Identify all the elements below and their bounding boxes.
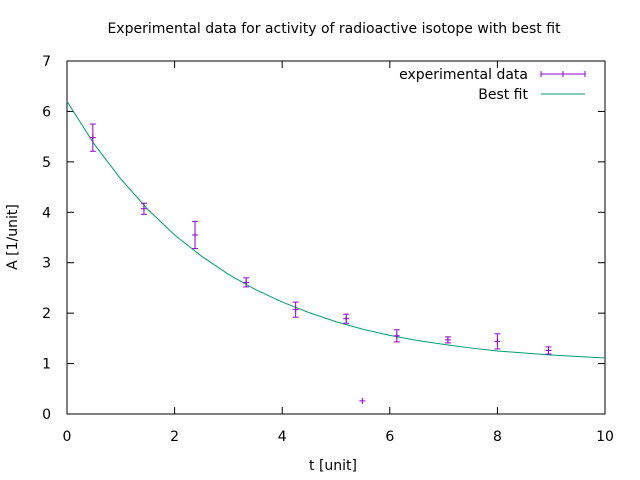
data-point [393, 329, 400, 343]
y-tick-label: 4 [42, 205, 51, 221]
data-point [494, 333, 501, 350]
y-tick-label: 2 [42, 306, 51, 322]
x-tick-label: 4 [278, 429, 287, 445]
data-point [89, 123, 96, 152]
points-layer [89, 123, 552, 404]
y-tick-label: 7 [42, 54, 51, 70]
best-fit-line [66, 101, 606, 359]
plot-frame [66, 60, 606, 415]
plot-border [66, 60, 606, 415]
data-point [444, 336, 451, 344]
x-tick-label: 10 [596, 429, 614, 445]
x-tick-label: 0 [63, 429, 72, 445]
y-tick-label: 1 [42, 357, 51, 373]
y-tick-label: 3 [42, 256, 51, 272]
x-axis-label: t [unit] [309, 458, 357, 474]
x-tick-label: 6 [385, 429, 394, 445]
data-point [359, 397, 366, 404]
x-tick-labels: 0 2 4 6 8 10 [63, 429, 614, 445]
data-point [545, 346, 552, 355]
data-point [292, 301, 299, 318]
legend-label-best-fit: Best fit [478, 87, 528, 103]
y-tick-label: 5 [42, 155, 51, 171]
x-tick-label: 2 [170, 429, 179, 445]
chart-title: Experimental data for activity of radioa… [107, 21, 561, 37]
legend-sample-experimental-data [540, 71, 586, 77]
data-point [140, 202, 147, 215]
y-axis-label: A [1/unit] [5, 204, 21, 270]
y-tick-labels: 0 1 2 3 4 5 6 7 [42, 54, 51, 423]
data-point [243, 277, 250, 288]
x-tick-label: 8 [493, 429, 502, 445]
y-tick-label: 0 [42, 407, 51, 423]
axis-ticks [66, 60, 606, 415]
legend: experimental data Best fit [399, 67, 586, 103]
y-tick-label: 6 [42, 104, 51, 120]
data-point [192, 220, 199, 250]
fit-layer [66, 101, 606, 359]
data-point [343, 313, 350, 324]
legend-label-experimental-data: experimental data [399, 67, 528, 83]
